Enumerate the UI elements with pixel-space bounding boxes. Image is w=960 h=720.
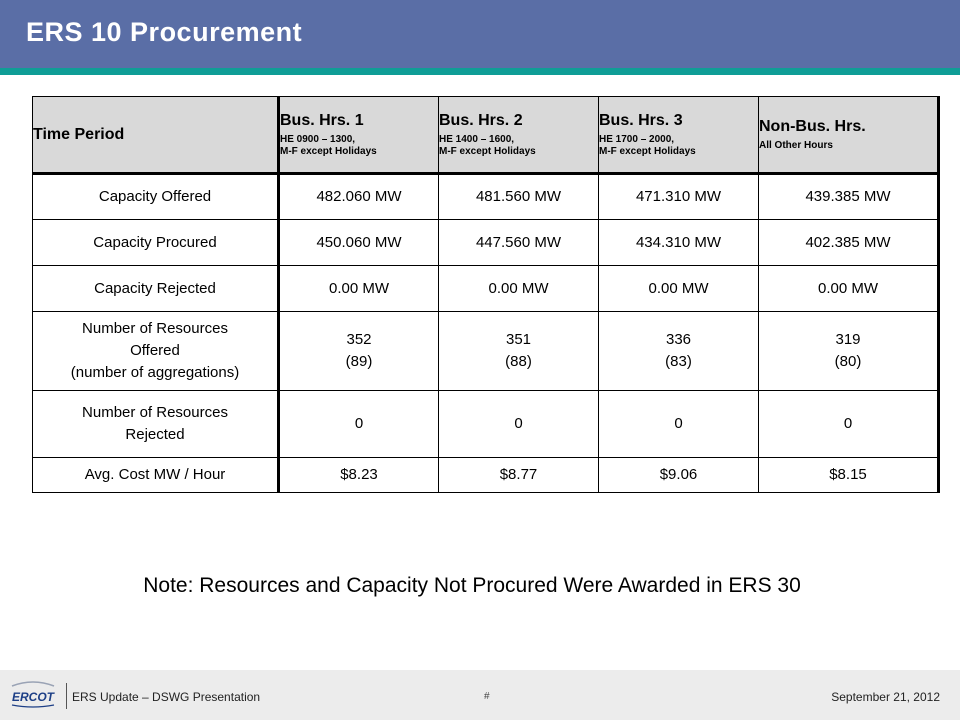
table-cell: 0.00 MW — [278, 265, 439, 312]
header-time-period: Time Period — [32, 96, 280, 175]
header-bus-hrs-2: Bus. Hrs. 2 HE 1400 – 1600, M-F except H… — [438, 96, 599, 175]
table-row: Number of Resources Rejected 0 0 0 0 — [32, 390, 939, 458]
table-cell: 439.385 MW — [758, 173, 939, 220]
table-cell: 450.060 MW — [278, 219, 439, 266]
table-cell: 402.385 MW — [758, 219, 939, 266]
logo-text: ERCOT — [12, 690, 56, 704]
table-cell: $9.06 — [598, 457, 759, 493]
table-cell: 352 (89) — [278, 311, 439, 391]
row-label: Number of Resources Rejected — [32, 390, 280, 458]
table-cell: $8.77 — [438, 457, 599, 493]
table-cell: 482.060 MW — [278, 173, 439, 220]
presentation-name: ERS Update – DSWG Presentation — [72, 690, 261, 704]
presentation-date: September 21, 2012 — [831, 690, 940, 704]
slide-header: ERS 10 Procurement — [0, 0, 960, 68]
table-cell: 0 — [438, 390, 599, 458]
footnote: Note: Resources and Capacity Not Procure… — [143, 574, 801, 597]
table-cell: 351 (88) — [438, 311, 599, 391]
row-label: Number of Resources Offered (number of a… — [32, 311, 280, 391]
page-number: # — [484, 691, 490, 702]
table-cell: $8.23 — [278, 457, 439, 493]
table-cell: 447.560 MW — [438, 219, 599, 266]
table-cell: $8.15 — [758, 457, 939, 493]
ercot-logo-icon: ERCOT — [11, 681, 56, 708]
row-label: Capacity Offered — [32, 173, 280, 220]
table-cell: 0.00 MW — [598, 265, 759, 312]
accent-bar — [0, 68, 960, 75]
row-label: Avg. Cost MW / Hour — [32, 457, 280, 493]
table-row: Avg. Cost MW / Hour $8.23 $8.77 $9.06 $8… — [32, 457, 939, 493]
row-label: Capacity Procured — [32, 219, 280, 266]
table-header-row: Time Period Bus. Hrs. 1 HE 0900 – 1300, … — [32, 96, 939, 175]
table-cell: 0 — [758, 390, 939, 458]
slide-title: ERS 10 Procurement — [26, 17, 303, 47]
procurement-table: Time Period Bus. Hrs. 1 HE 0900 – 1300, … — [32, 96, 940, 493]
header-non-bus-hrs: Non-Bus. Hrs. All Other Hours — [758, 96, 939, 175]
table-cell: 0.00 MW — [758, 265, 939, 312]
header-bus-hrs-1: Bus. Hrs. 1 HE 0900 – 1300, M-F except H… — [278, 96, 439, 175]
table-cell: 319 (80) — [758, 311, 939, 391]
slide-footer — [0, 670, 960, 720]
table-cell: 481.560 MW — [438, 173, 599, 220]
table-cell: 0.00 MW — [438, 265, 599, 312]
table-cell: 336 (83) — [598, 311, 759, 391]
table-cell: 471.310 MW — [598, 173, 759, 220]
row-label: Capacity Rejected — [32, 265, 280, 312]
table-cell: 0 — [278, 390, 439, 458]
header-bus-hrs-3: Bus. Hrs. 3 HE 1700 – 2000, M-F except H… — [598, 96, 759, 175]
table-row: Number of Resources Offered (number of a… — [32, 311, 939, 391]
table-row: Capacity Rejected 0.00 MW 0.00 MW 0.00 M… — [32, 265, 939, 312]
table-cell: 0 — [598, 390, 759, 458]
table-row: Capacity Procured 450.060 MW 447.560 MW … — [32, 219, 939, 266]
table-cell: 434.310 MW — [598, 219, 759, 266]
table-row: Capacity Offered 482.060 MW 481.560 MW 4… — [32, 173, 939, 220]
footer-divider — [66, 683, 67, 709]
